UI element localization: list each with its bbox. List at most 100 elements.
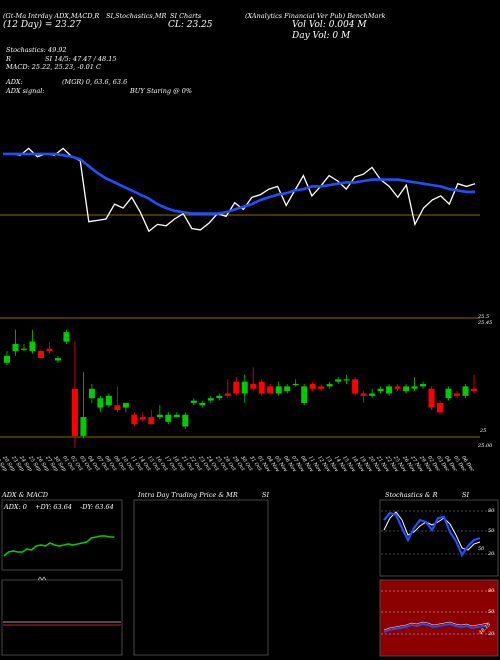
price-tick-bottom-2: 25.00 <box>478 443 493 449</box>
adx-panel <box>1 499 123 571</box>
adx-line <box>3 535 115 557</box>
candle-body <box>471 388 477 392</box>
ema-readout: (12 Day) = 23.27 <box>3 20 82 30</box>
minus-dy-readout: -DY: 63.64 <box>80 503 114 511</box>
candle-body <box>63 332 70 342</box>
candle-body <box>437 402 444 413</box>
candle-body <box>80 417 87 436</box>
macd-marker <box>37 576 47 581</box>
candle-body <box>105 395 112 406</box>
candle-body <box>224 393 231 396</box>
candle-body <box>420 384 427 387</box>
candle-body <box>309 384 316 389</box>
price-tick-top-2: 25.45 <box>478 320 493 326</box>
candle-body <box>394 386 401 389</box>
candle-body <box>173 414 180 418</box>
candle-body <box>156 414 163 418</box>
candle-body <box>29 341 36 352</box>
rsi-panel <box>379 579 499 657</box>
candle-body <box>335 379 342 382</box>
candle-body <box>139 417 146 420</box>
stochastics-panel-title: Stochastics & R <box>385 491 438 499</box>
candle-body <box>12 343 19 352</box>
adx-signal-label: ADX signal: <box>6 87 45 95</box>
candle-body <box>386 386 393 394</box>
candle-body <box>54 358 61 361</box>
rsi-tick-80: 80 <box>488 588 495 594</box>
candle-body <box>301 386 308 403</box>
candle-body <box>20 348 27 350</box>
candle-body <box>343 379 350 381</box>
candle-body <box>165 414 172 422</box>
candle-body <box>71 388 78 436</box>
candle-body <box>445 388 452 399</box>
candle-body <box>377 388 384 392</box>
price-tick-bottom: 25 <box>480 428 487 434</box>
chart-heading-right: (XAnalytics Financial Ver Pub) BenchMark <box>245 12 386 20</box>
volume-readout: Vol Vol: 0.004 M <box>292 20 367 30</box>
plus-dy-readout: +DY: 63.64 <box>35 503 73 511</box>
candle-body <box>428 388 435 408</box>
candle-body <box>318 386 325 389</box>
candle-body <box>182 414 189 427</box>
stoch-d-line <box>383 511 481 551</box>
adx-values: (MGR) 0, 63.6, 63.6 <box>62 78 128 86</box>
candle-body <box>88 388 95 399</box>
intraday-si-label: SI <box>262 491 270 499</box>
stoch-value-label: 50 <box>478 546 485 552</box>
candle-body <box>199 402 206 406</box>
candle-body <box>275 386 282 394</box>
chart-heading-left: (Gt-Ma Intrday ADX,MACD,R <box>3 12 100 20</box>
macd-readout: MACD: 25.22, 25.23, -0.01 C <box>6 63 101 71</box>
candle-body <box>250 384 257 389</box>
stochastics-si-label: SI <box>462 491 470 499</box>
candle-body <box>369 393 376 396</box>
candle-body <box>122 402 129 408</box>
candle-body <box>360 393 367 396</box>
candle-body <box>284 386 291 392</box>
candle-body <box>326 384 333 387</box>
rsi-readout: SI 14/5: 47.47 / 48.15 <box>45 55 117 63</box>
buy-signal: BUY Staring @ 0% <box>130 87 193 95</box>
candle-body <box>131 414 138 425</box>
stochastics-panel <box>379 499 499 577</box>
rsi-line <box>383 623 489 633</box>
day-volume-readout: Day Vol: 0 M <box>292 31 351 41</box>
indicator-line <box>3 147 476 233</box>
candle-body <box>267 386 274 394</box>
candle-body <box>216 395 223 399</box>
candle-body <box>190 400 197 403</box>
candle-body <box>411 386 418 389</box>
chart-heading-mid: SI,Stochastics,MR <box>106 12 167 20</box>
candle-body <box>46 348 53 352</box>
candle-body <box>114 405 121 410</box>
stoch-tick-50: 50 <box>488 528 495 534</box>
r-prefix: R <box>6 55 11 63</box>
candle-body <box>454 393 461 396</box>
candle-body <box>37 351 44 359</box>
rsi-signal-line <box>383 621 489 631</box>
intraday-panel <box>133 499 269 656</box>
stochastics-readout: Stochastics: 49.92 <box>6 46 67 54</box>
close-readout: CL: 23.25 <box>168 20 213 30</box>
candle-body <box>148 417 155 425</box>
adx-readout: ADX: 0 <box>4 503 27 511</box>
adx-panel-title: ADX & MACD <box>2 491 48 499</box>
stoch-k-line <box>383 511 481 558</box>
stoch-tick-20: 20 <box>488 551 495 557</box>
candle-body <box>4 355 10 363</box>
candle-body <box>241 381 248 394</box>
price-tick-top: 25.5 <box>478 314 490 320</box>
candle-body <box>352 379 359 394</box>
adx-label: ADX: <box>6 78 23 86</box>
candle-body <box>207 398 214 401</box>
chart-heading-mid-2: SI Charts <box>170 12 202 20</box>
macd-panel <box>1 579 123 656</box>
moving-average-line <box>3 152 475 215</box>
candle-body <box>403 386 410 392</box>
intraday-panel-title: Intra Day Trading Price & MR <box>138 491 238 499</box>
candle-body <box>462 386 469 396</box>
candle-body <box>233 381 240 394</box>
rsi-tick-20: 20 <box>488 631 495 637</box>
